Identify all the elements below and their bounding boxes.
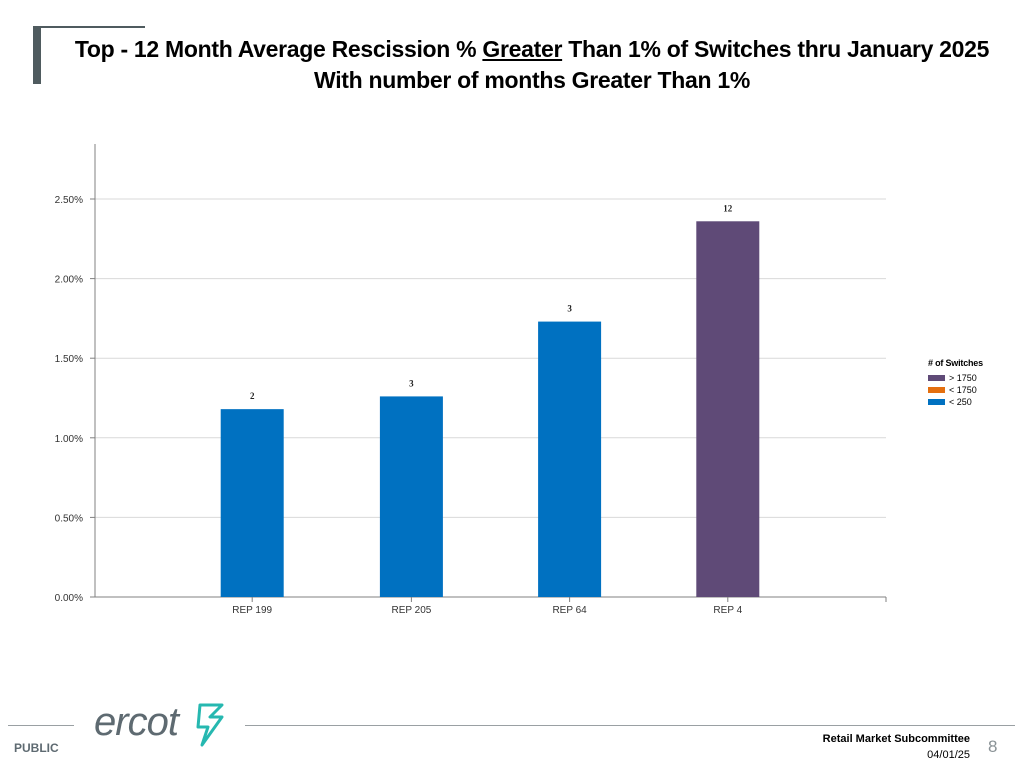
- y-tick-label: 2.00%: [55, 275, 83, 286]
- y-tick-label: 0.50%: [55, 513, 83, 524]
- x-tick-label: REP 64: [552, 605, 587, 616]
- committee-name: Retail Market Subcommittee: [822, 733, 970, 745]
- legend-label: < 250: [949, 397, 972, 407]
- legend-label: > 1750: [949, 373, 977, 383]
- legend-swatch: [928, 387, 945, 393]
- page-number: 8: [988, 737, 998, 756]
- legend-title: # of Switches: [928, 358, 983, 368]
- chart-legend: # of Switches > 1750 < 1750 < 250: [928, 358, 983, 408]
- footer-divider-right: [245, 725, 1015, 726]
- y-tick-label: 1.50%: [55, 354, 83, 365]
- legend-swatch: [928, 375, 945, 381]
- data-label: 3: [409, 378, 414, 388]
- bar: [220, 409, 284, 597]
- title-corner-bracket: [33, 26, 145, 86]
- title-part-2: Than 1% of Switches thru January 2025 Wi…: [314, 36, 990, 93]
- x-tick-label: REP 4: [713, 605, 742, 616]
- y-tick-label: 1.00%: [55, 434, 83, 445]
- title-part-1: Top - 12 Month Average Rescission %: [74, 36, 483, 62]
- logo-text: ercot: [94, 700, 179, 744]
- bar: [538, 321, 602, 597]
- data-label: 2: [250, 391, 255, 401]
- legend-swatch: [928, 399, 945, 405]
- legend-item: < 250: [928, 396, 983, 408]
- slide-title: Top - 12 Month Average Rescission % Grea…: [60, 34, 1004, 96]
- y-tick-label: 2.50%: [55, 195, 83, 206]
- title-underlined-word: Greater: [482, 36, 563, 62]
- slide-date: 04/01/25: [927, 749, 970, 761]
- bar: [379, 396, 443, 597]
- y-tick-label: 0.00%: [55, 593, 83, 604]
- x-tick-label: REP 199: [232, 605, 272, 616]
- lightning-bolt-icon: [196, 703, 224, 747]
- legend-label: < 1750: [949, 385, 977, 395]
- ercot-logo: ercot: [94, 700, 224, 747]
- data-label: 3: [567, 304, 572, 314]
- public-label: PUBLIC: [14, 741, 59, 755]
- data-label: 12: [723, 203, 733, 213]
- bar: [696, 221, 760, 597]
- x-tick-label: REP 205: [391, 605, 431, 616]
- legend-item: < 1750: [928, 384, 983, 396]
- legend-item: > 1750: [928, 372, 983, 384]
- footer-divider-left: [8, 725, 74, 726]
